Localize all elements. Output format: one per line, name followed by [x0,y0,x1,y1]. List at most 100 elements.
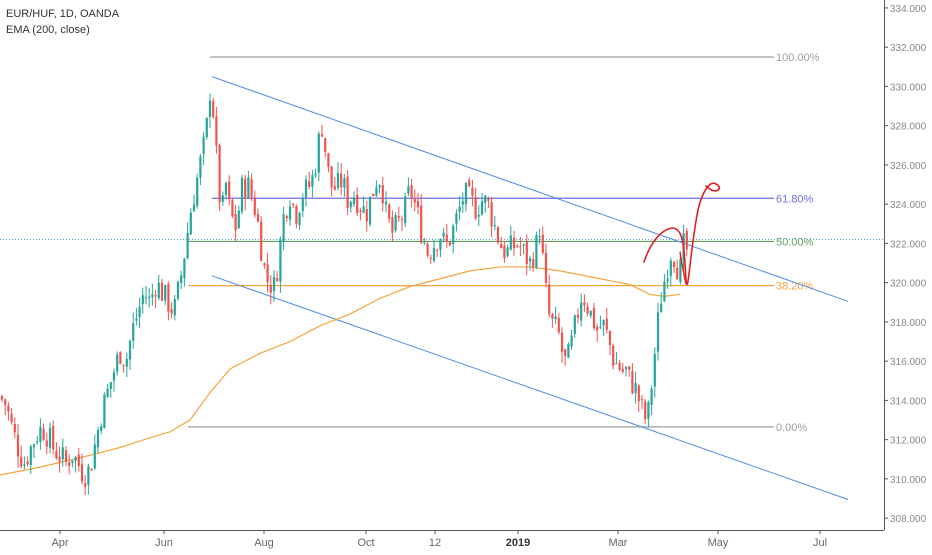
y-tick-label: 324.000 [890,200,927,211]
candle-body [68,462,70,465]
candle-body [574,315,576,334]
candle-body [548,285,550,315]
candle-body [615,363,617,364]
candle-body [462,201,464,204]
candle-body [97,430,99,447]
candle-body [651,388,653,404]
y-tick-label: 312.000 [890,436,927,447]
candle-body [62,447,64,459]
candle-body [327,153,329,166]
candle-body [359,211,361,212]
candle-body [551,314,553,319]
candle-body [148,297,150,298]
candle-body [65,450,67,462]
candle-body [235,214,237,230]
candle-body [59,457,61,462]
candle-body [30,446,32,465]
candle-body [107,388,109,396]
candle-body [404,197,406,224]
candle-body [478,215,480,217]
candle-body [455,213,457,223]
candle-body [564,349,566,356]
candle-body [526,242,528,264]
candle-body [500,244,502,248]
candle-body [471,188,473,196]
candle-body [497,227,499,242]
candle-body [324,138,326,152]
candle-body [238,211,240,228]
candle-body [571,335,573,346]
candle-body [177,282,179,299]
candle-body [625,367,627,369]
candle-body [20,457,22,467]
candle-body [439,239,441,250]
y-tick-label: 322.000 [890,239,927,250]
candle-body [465,183,467,204]
candle-body [23,465,25,466]
candle-body [561,333,563,352]
candle-body [270,285,272,293]
candle-body [151,294,153,297]
fib-label: 0.00% [776,422,807,434]
candle-body [315,174,317,175]
candle-body [510,236,512,250]
candle-body [596,327,598,331]
candle-body [81,464,83,481]
candle-body [529,258,531,261]
candle-body [657,312,659,351]
candle-body [660,304,662,312]
candle-body [452,226,454,244]
candle-body [407,186,409,193]
candle-body [145,297,147,298]
candle-body [36,441,38,442]
candle-body [318,134,320,173]
candle-body [308,181,310,187]
candle-body [276,278,278,281]
candle-body [219,145,221,202]
candle-body [519,246,521,247]
candle-body [644,402,646,420]
candle-body [46,440,48,446]
candle-body [619,363,621,370]
candle-body [366,209,368,221]
candle-body [33,444,35,447]
candle-body [532,259,534,268]
candle-body [164,285,166,301]
candle-body [468,180,470,186]
candle-body [491,202,493,226]
candle-body [100,426,102,431]
candle-body [590,311,592,316]
candle-body [161,283,163,301]
candle-body [388,204,390,218]
candle-body [225,183,227,195]
y-tick-label: 314.000 [890,396,927,407]
candle-body [273,277,275,291]
x-tick-label: Jul [813,537,827,549]
x-tick-label: 12 [429,537,441,549]
candle-body [459,207,461,212]
candle-body [11,414,13,422]
candle-body [43,429,45,440]
candle-body [433,248,435,261]
candle-body [209,100,211,116]
candle-body [638,385,640,401]
candle-body [686,231,688,249]
candle-body [203,137,205,154]
candle-body [254,197,256,215]
candle-body [113,372,115,380]
candle-body [123,365,125,366]
y-tick-label: 326.000 [890,161,927,172]
candle-body [135,318,137,320]
candle-body [494,225,496,226]
x-tick-label: Oct [357,537,374,549]
candle-body [609,331,611,345]
candle-body [641,399,643,400]
y-tick-label: 334.000 [890,4,927,15]
candle-body [27,462,29,464]
candle-body [583,302,585,305]
candle-body [673,262,675,267]
candle-body [484,196,486,203]
candle-body [372,194,374,196]
